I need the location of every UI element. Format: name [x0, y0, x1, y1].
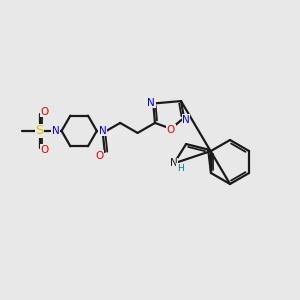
- Text: O: O: [167, 125, 175, 135]
- Text: N: N: [99, 126, 107, 136]
- Text: N: N: [52, 126, 59, 136]
- Text: N: N: [170, 158, 178, 168]
- Text: N: N: [182, 115, 190, 125]
- Text: S: S: [35, 124, 44, 137]
- Text: O: O: [40, 107, 49, 117]
- Text: H: H: [177, 164, 183, 173]
- Text: N: N: [147, 98, 155, 107]
- Text: O: O: [96, 151, 104, 161]
- Text: O: O: [40, 145, 49, 155]
